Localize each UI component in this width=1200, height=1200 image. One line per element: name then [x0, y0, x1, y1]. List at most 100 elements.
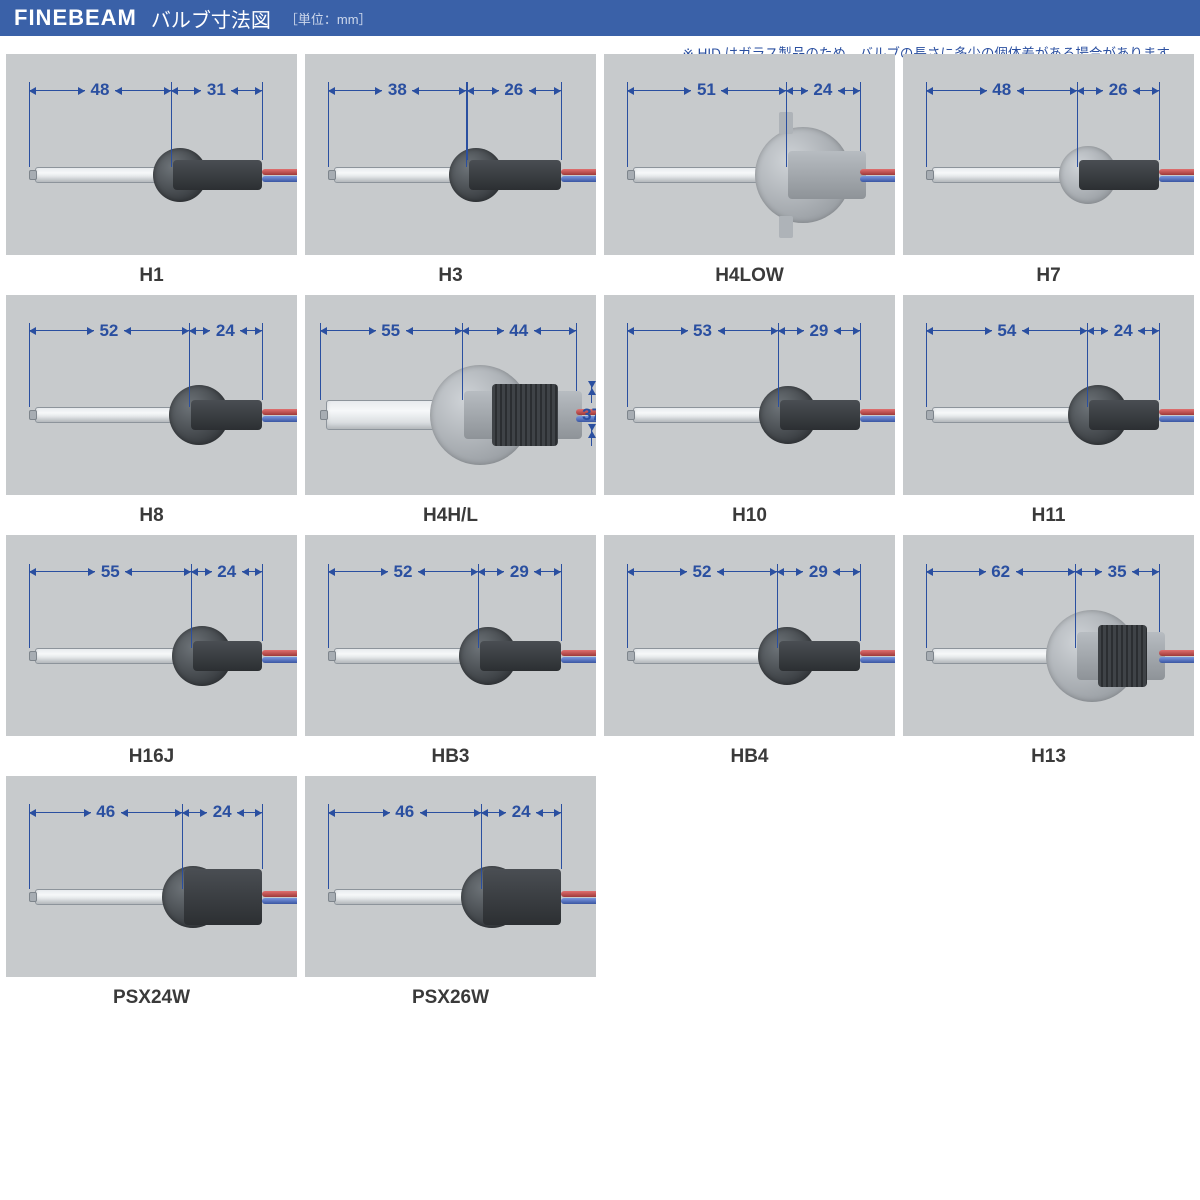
dim-value: 24 — [213, 321, 237, 341]
bulb-cell: 52 29 HB4 — [604, 535, 895, 768]
bulb-cell: 54 24 H11 — [903, 295, 1194, 528]
bulb-label: H7 — [1036, 265, 1060, 287]
dim-value: 29 — [507, 562, 531, 582]
bulb-cell: 38 26 H3 — [305, 54, 596, 287]
dim-annotation: 52 — [328, 564, 477, 580]
dim-annotation: 62 — [926, 564, 1075, 580]
bulb-label: H16J — [129, 746, 174, 768]
brand: FINEBEAM — [14, 5, 137, 31]
dim-value: 38 — [385, 80, 409, 100]
bulb-label: PSX26W — [412, 987, 489, 1009]
dim-value: 24 — [509, 802, 533, 822]
dim-value: 29 — [807, 321, 831, 341]
dim-annotation: 46 — [328, 804, 481, 820]
dim-annotation: 24 — [1087, 323, 1159, 339]
bulb-panel: 52 29 — [604, 535, 895, 736]
bulb-label: H11 — [1032, 505, 1066, 527]
dim-annotation: 29 — [478, 564, 561, 580]
dim-value: 31 — [204, 80, 228, 100]
dim-value: 52 — [690, 562, 714, 582]
dim-value: 48 — [990, 80, 1014, 100]
bulb-cell: 55 44 37 H4H/L — [305, 295, 596, 528]
bulb-label: H4H/L — [423, 505, 478, 527]
dim-annotation: 24 — [189, 323, 263, 339]
dim-value: 24 — [1111, 321, 1135, 341]
dim-annotation: 52 — [627, 564, 776, 580]
dim-value: 26 — [502, 80, 526, 100]
bulb-cell: 48 31 H1 — [6, 54, 297, 287]
dim-annotation: 46 — [29, 804, 182, 820]
dim-value: 24 — [811, 80, 835, 100]
dim-annotation: 51 — [627, 82, 785, 98]
bulb-cell: 52 24 H8 — [6, 295, 297, 528]
dim-annotation: 38 — [328, 82, 466, 98]
dim-value: 46 — [94, 802, 118, 822]
bulb-label: HB4 — [730, 746, 768, 768]
dim-value: 54 — [995, 321, 1019, 341]
dim-annotation: 52 — [29, 323, 188, 339]
bulb-panel: 54 24 — [903, 295, 1194, 496]
dim-value: 26 — [1106, 80, 1130, 100]
dim-annotation: 53 — [627, 323, 777, 339]
bulb-panel: 52 29 — [305, 535, 596, 736]
bulb-cell: 62 35 H13 — [903, 535, 1194, 768]
bulb-panel: 52 24 — [6, 295, 297, 496]
bulb-cell: 53 29 H10 — [604, 295, 895, 528]
dim-annotation: 31 — [171, 82, 262, 98]
dim-annotation: 26 — [1077, 82, 1159, 98]
bulb-cell: 52 29 HB3 — [305, 535, 596, 768]
bulb-cell: 55 24 H16J — [6, 535, 297, 768]
dim-value: 24 — [215, 562, 239, 582]
dim-value: 37 — [580, 405, 596, 425]
dim-annotation: 55 — [29, 564, 191, 580]
bulb-panel: 62 35 — [903, 535, 1194, 736]
dim-annotation: 54 — [926, 323, 1087, 339]
dim-value: 62 — [989, 562, 1013, 582]
bulb-cell: 48 26 H7 — [903, 54, 1194, 287]
bulb-panel: 55 44 37 — [305, 295, 596, 496]
dim-annotation: 24 — [191, 564, 262, 580]
dim-annotation: 55 — [320, 323, 462, 339]
header-bar: FINEBEAM バルブ寸法図 ［単位：mm］ — [0, 0, 1200, 36]
dim-value: 52 — [391, 562, 415, 582]
bulb-label: H4LOW — [715, 265, 784, 287]
bulb-label: H8 — [139, 505, 163, 527]
dim-value: 46 — [393, 802, 417, 822]
unit-label: ［単位：mm］ — [285, 9, 372, 28]
dim-value: 48 — [88, 80, 112, 100]
bulb-panel: 38 26 — [305, 54, 596, 255]
bulb-label: HB3 — [431, 746, 469, 768]
dim-annotation: 26 — [467, 82, 562, 98]
dim-annotation: 29 — [778, 323, 860, 339]
bulb-cell: 46 24 PSX24W — [6, 776, 297, 1009]
bulb-label: PSX24W — [113, 987, 190, 1009]
dim-annotation: 44 — [462, 323, 576, 339]
dim-annotation: 48 — [926, 82, 1077, 98]
dim-value: 29 — [806, 562, 830, 582]
bulb-panel: 48 31 — [6, 54, 297, 255]
dim-annotation: 24 — [182, 804, 262, 820]
bulb-panel: 46 24 — [6, 776, 297, 977]
dim-value: 55 — [98, 562, 122, 582]
bulb-label: H10 — [732, 505, 767, 527]
bulb-panel: 48 26 — [903, 54, 1194, 255]
dim-value: 53 — [691, 321, 715, 341]
dim-annotation: 35 — [1075, 564, 1159, 580]
dim-value: 51 — [694, 80, 718, 100]
bulb-cell: 46 24 PSX26W — [305, 776, 596, 1009]
dim-value: 44 — [507, 321, 531, 341]
dim-value: 35 — [1105, 562, 1129, 582]
bulb-grid: 48 31 H1 38 26 H3 51 24 H4LOW 48 26 H7 52 24 H8 55 44 37 H… — [0, 48, 1200, 1015]
dim-value: 24 — [210, 802, 234, 822]
dim-annotation: 29 — [777, 564, 860, 580]
dim-annotation: 24 — [481, 804, 561, 820]
bulb-label: H1 — [139, 265, 163, 287]
bulb-label: H13 — [1031, 746, 1066, 768]
dim-value: 55 — [379, 321, 403, 341]
bulb-cell: 51 24 H4LOW — [604, 54, 895, 287]
bulb-label: H3 — [438, 265, 462, 287]
bulb-panel: 51 24 — [604, 54, 895, 255]
bulb-panel: 46 24 — [305, 776, 596, 977]
dim-value: 52 — [97, 321, 121, 341]
bulb-panel: 55 24 — [6, 535, 297, 736]
